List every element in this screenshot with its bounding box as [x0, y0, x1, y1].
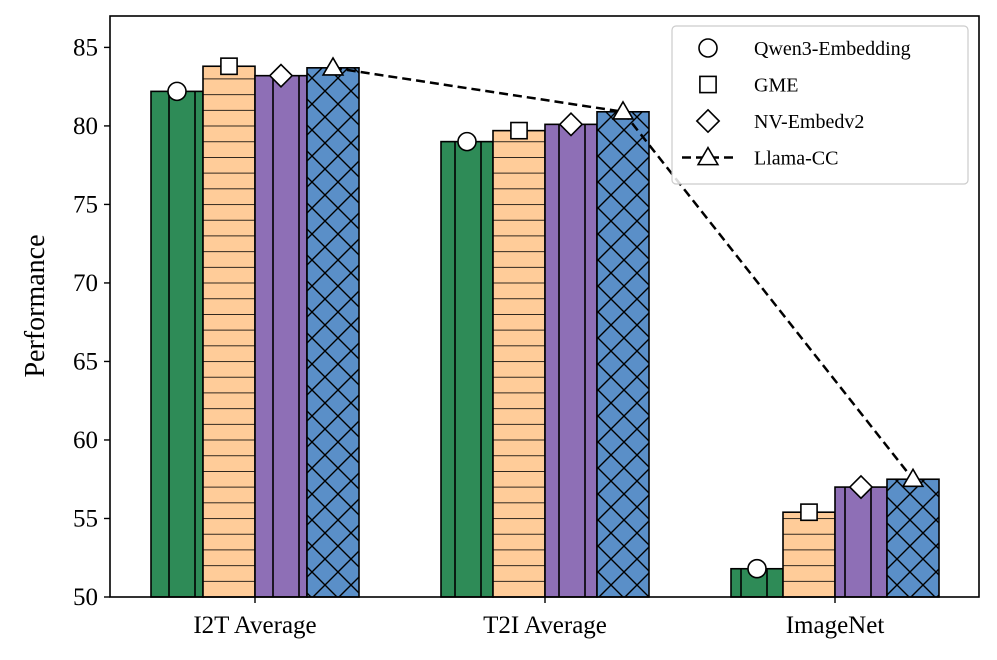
legend-label: Llama-CC — [754, 148, 838, 170]
y-tick-label: 80 — [73, 113, 98, 140]
marker-nv-embedv2-1 — [558, 112, 584, 137]
legend-marker-diamond-icon — [695, 108, 721, 134]
bar-llama-cc-0 — [306, 67, 360, 598]
bar-gme-1 — [492, 129, 546, 598]
marker-qwen3-embedding-0 — [167, 81, 187, 102]
bar-nv-embedv2-1 — [544, 123, 598, 598]
marker-gme-0 — [220, 57, 238, 76]
bar-hatch — [255, 75, 307, 597]
legend-label: Qwen3-Embedding — [754, 38, 911, 60]
bar-nv-embedv2-0 — [254, 74, 308, 598]
bar-nv-embedv2-2 — [834, 486, 888, 598]
y-tick-label: 85 — [73, 34, 98, 61]
x-tick-label: T2I Average — [483, 612, 607, 639]
legend-marker-square-icon — [699, 75, 717, 94]
legend-item-gme: GME — [699, 75, 798, 97]
y-tick-label: 60 — [73, 427, 98, 454]
bar-hatch — [597, 111, 649, 597]
bar-hatch — [151, 91, 203, 597]
y-tick-label: 75 — [73, 191, 98, 218]
bar-llama-cc-2 — [886, 478, 940, 598]
y-tick-label: 50 — [73, 584, 98, 611]
series-line-llama-cc — [332, 66, 914, 481]
marker-qwen3-embedding-2 — [747, 558, 767, 579]
legend-label: NV-Embedv2 — [754, 111, 864, 133]
bar-gme-0 — [202, 65, 256, 598]
bar-gme-2 — [782, 511, 836, 598]
y-tick-label: 65 — [73, 348, 98, 375]
marker-gme-2 — [800, 503, 818, 522]
bar-qwen3-embedding-1 — [440, 140, 494, 598]
bar-llama-cc-1 — [596, 110, 650, 598]
legend-label: GME — [754, 75, 798, 97]
marker-llama-cc-0 — [321, 56, 345, 76]
legend-item-nv-embedv2: NV-Embedv2 — [695, 108, 864, 134]
bar-hatch — [203, 66, 255, 597]
legend-marker-triangle-icon — [696, 146, 720, 166]
marker-qwen3-embedding-1 — [457, 131, 477, 152]
legend-item-qwen3-embedding: Qwen3-Embedding — [698, 38, 911, 60]
y-tick-label: 55 — [73, 505, 98, 532]
marker-llama-cc-2 — [901, 467, 925, 488]
bar-qwen3-embedding-0 — [150, 90, 204, 598]
y-axis-label: Performance — [20, 234, 51, 377]
marker-nv-embedv2-0 — [268, 63, 294, 88]
y-tick-label: 70 — [73, 270, 98, 297]
marker-nv-embedv2-2 — [848, 474, 874, 500]
bar-hatch — [783, 512, 835, 597]
bar-hatch — [887, 479, 939, 597]
bar-hatch — [545, 124, 597, 598]
bar-hatch — [307, 67, 359, 598]
x-tick-label: I2T Average — [193, 612, 316, 639]
marker-llama-cc-1 — [611, 100, 635, 120]
legend-box — [671, 25, 969, 185]
legend-marker-circle-icon — [698, 38, 718, 58]
legend-item-llama-cc: Llama-CC — [682, 146, 838, 170]
bar-hatch — [441, 141, 493, 597]
bar-hatch — [835, 487, 887, 597]
marker-gme-1 — [510, 121, 528, 140]
x-tick-label: ImageNet — [786, 612, 885, 639]
bar-hatch — [493, 130, 545, 597]
